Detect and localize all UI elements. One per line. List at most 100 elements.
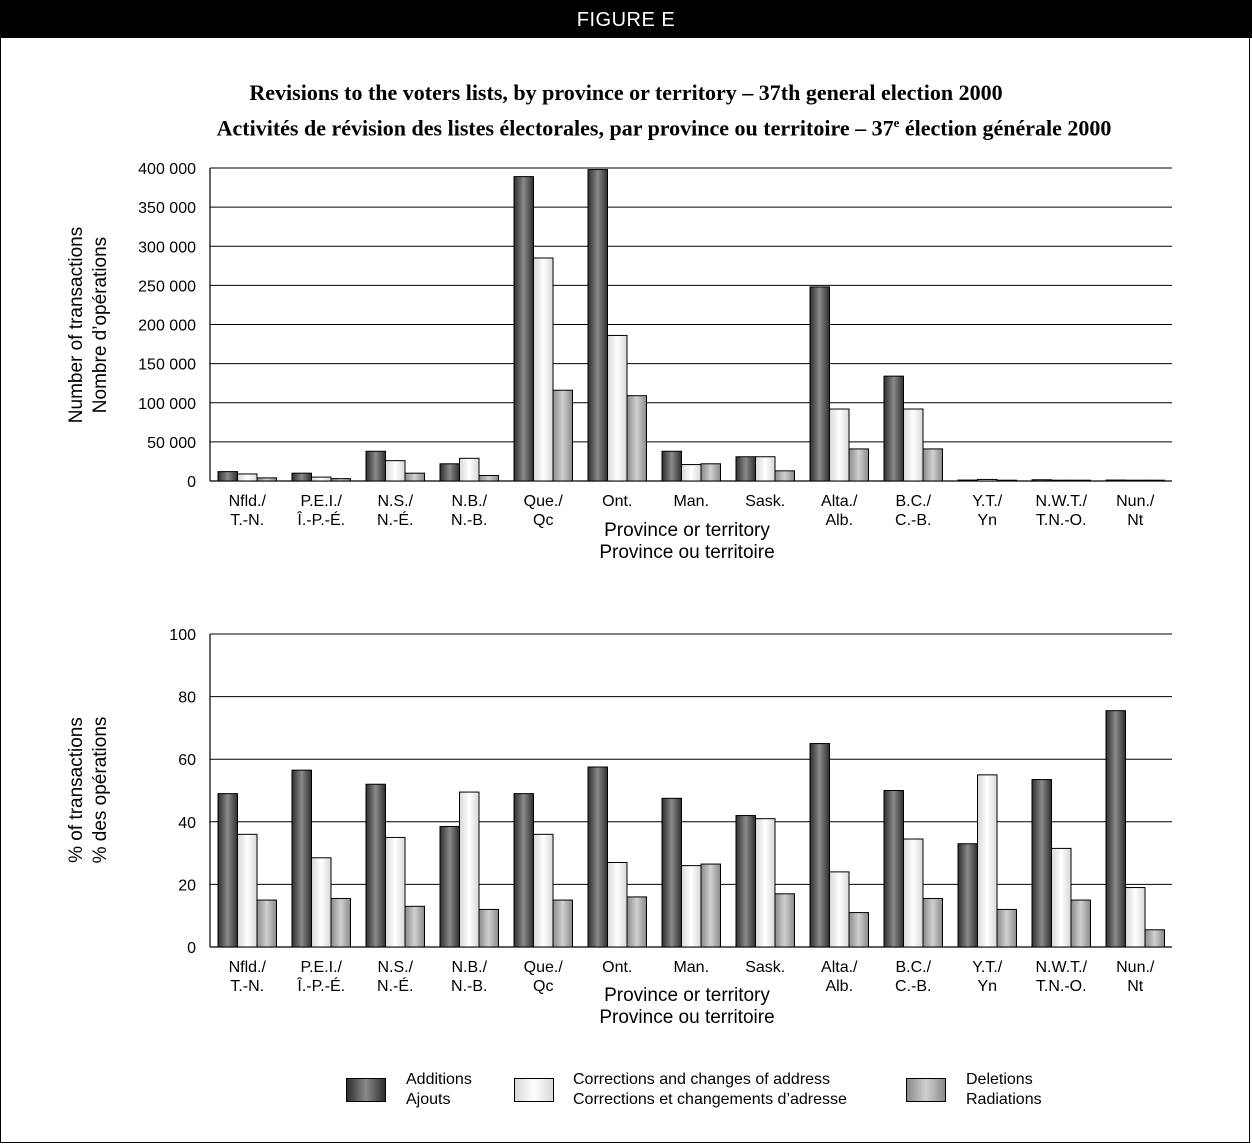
bar-corrections [533, 833, 554, 948]
bar-deletions [478, 475, 499, 482]
x-tick-label: Alta./ [821, 493, 858, 510]
y-tick-label: 200 000 [138, 318, 196, 335]
bar-deletions [700, 863, 721, 948]
x-tick-label: Yn [977, 978, 997, 995]
x-tick-label: Nun./ [1116, 959, 1155, 976]
x-tick-label: Nt [1127, 512, 1144, 529]
legend-swatch-deletions [906, 1078, 946, 1102]
bar-corrections [1051, 847, 1072, 948]
bar-corrections [755, 456, 776, 482]
bar-deletions [774, 470, 795, 482]
bar-additions [735, 456, 756, 482]
legend-corrections-en: Corrections and changes of address [573, 1071, 831, 1088]
title-french-main: Activités de révision des listes élector… [216, 115, 894, 141]
bar-corrections [533, 257, 554, 482]
bar-corrections [459, 457, 480, 482]
x-tick-label: N.-B. [451, 978, 487, 995]
bar-corrections [385, 836, 406, 948]
bar-additions [735, 815, 756, 948]
x-axis-label: Province or territory [604, 520, 770, 541]
x-tick-label: T.-N. [230, 512, 264, 529]
title-french-superscript: e [893, 115, 900, 130]
y-tick-label: 20 [178, 877, 196, 894]
y-tick-label: 40 [178, 815, 196, 832]
x-tick-label: Î.-P.-É. [296, 976, 345, 995]
x-tick-label: Y.T./ [972, 959, 1003, 976]
bar-corrections [385, 460, 406, 482]
bar-deletions [848, 448, 869, 482]
x-tick-label: Man. [673, 493, 709, 510]
y-tick-label: 50 000 [147, 435, 196, 452]
bar-deletions [774, 893, 795, 948]
x-tick-label: T.-N. [230, 978, 264, 995]
bar-corrections [977, 774, 998, 948]
y-tick-label: 0 [187, 940, 196, 957]
x-tick-label: Alb. [825, 978, 853, 995]
bar-deletions [1144, 929, 1165, 948]
x-tick-label: Que./ [524, 493, 564, 510]
bar-corrections [1051, 479, 1072, 482]
bar-corrections [1125, 479, 1146, 482]
x-tick-label: N.B./ [451, 493, 487, 510]
bar-additions [365, 450, 386, 482]
bar-additions [439, 463, 460, 482]
bar-corrections [459, 791, 480, 948]
bar-additions [1031, 779, 1052, 948]
bar-deletions [922, 897, 943, 948]
x-tick-label: N.S./ [377, 493, 413, 510]
x-tick-label: Sask. [745, 959, 785, 976]
legend-swatch-corrections [514, 1078, 554, 1102]
bar-deletions [700, 463, 721, 482]
bar-additions [809, 286, 830, 482]
chart-1: 0 50 000 100 000 150 000 200 000 250 000 300 0… [66, 161, 1172, 563]
bar-additions [365, 783, 386, 948]
bar-additions [883, 375, 904, 482]
x-tick-label: Qc [533, 978, 553, 995]
x-tick-label: N.-B. [451, 512, 487, 529]
bar-additions [291, 472, 312, 482]
bar-additions [957, 843, 978, 948]
bar-additions [587, 169, 608, 482]
x-axis-label: Province or territory [604, 985, 770, 1006]
x-tick-label: B.C./ [895, 493, 931, 510]
x-axis-label: Province ou territoire [599, 542, 774, 563]
x-tick-label: Alta./ [821, 959, 858, 976]
bar-deletions [404, 472, 425, 482]
bar-deletions [922, 448, 943, 482]
bar-corrections [829, 871, 850, 948]
y-tick-label: 300 000 [138, 239, 196, 256]
bar-additions [809, 743, 830, 948]
x-tick-label: Nt [1127, 978, 1144, 995]
figure-label: FIGURE E [0, 0, 1252, 38]
y-tick-label: 250 000 [138, 278, 196, 295]
bar-deletions [256, 477, 277, 482]
bar-deletions [330, 478, 351, 482]
x-tick-label: N.B./ [451, 959, 487, 976]
y-axis-label: % des opérations [90, 717, 111, 864]
legend: Additions Ajouts Corrections and changes… [0, 1066, 1252, 1116]
x-tick-label: N.W.T./ [1035, 959, 1087, 976]
x-tick-label: N.-É. [377, 976, 413, 995]
legend-additions-en: Additions [406, 1071, 472, 1088]
y-tick-label: 150 000 [138, 357, 196, 374]
bar-additions [217, 471, 238, 482]
x-tick-label: Sask. [745, 493, 785, 510]
bar-deletions [256, 899, 277, 948]
bar-additions [513, 176, 534, 482]
x-tick-label: N.W.T./ [1035, 493, 1087, 510]
bar-deletions [552, 389, 573, 482]
bar-additions [439, 825, 460, 948]
bar-corrections [977, 478, 998, 482]
x-tick-label: Qc [533, 512, 553, 529]
bar-deletions [1070, 479, 1091, 482]
y-tick-label: 0 [187, 474, 196, 491]
y-tick-label: 100 000 [138, 396, 196, 413]
bar-corrections [755, 818, 776, 948]
x-tick-label: N.-É. [377, 510, 413, 529]
chart-titles: Revisions to the voters lists, by provin… [0, 78, 1252, 143]
bar-deletions [848, 912, 869, 948]
x-tick-label: Nun./ [1116, 493, 1155, 510]
bar-corrections [1125, 887, 1146, 948]
x-tick-label: T.N.-O. [1036, 512, 1087, 529]
y-axis-label: Number of transactions [66, 227, 87, 423]
